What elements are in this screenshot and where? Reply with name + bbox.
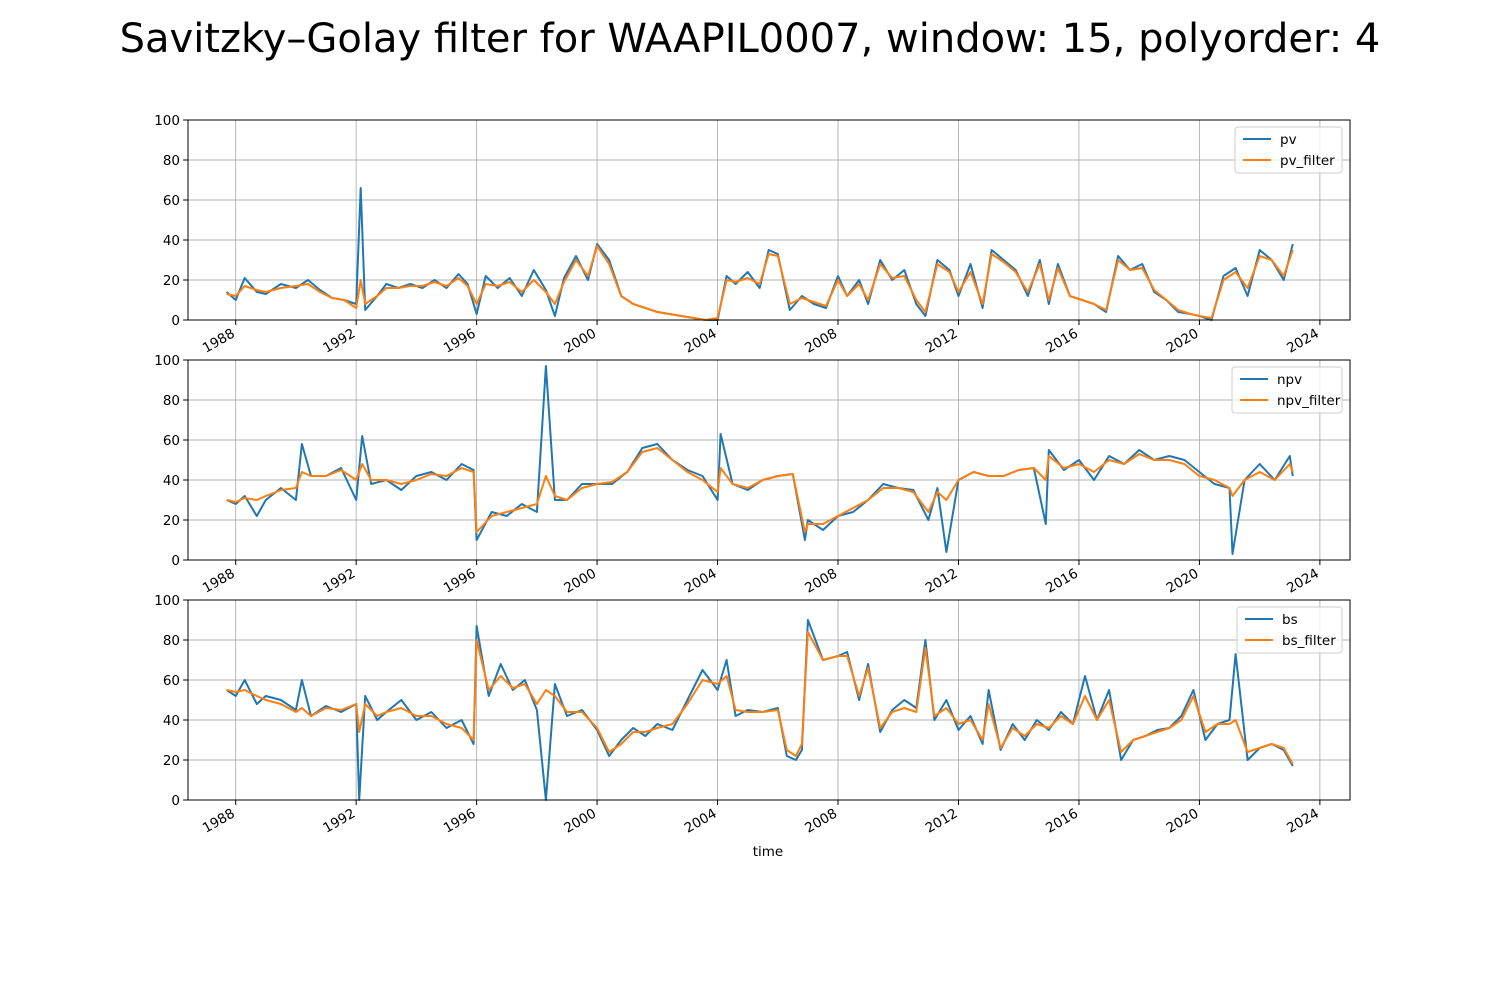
series-line-npv xyxy=(226,365,1294,555)
axes-frame xyxy=(187,599,1351,801)
y-tick-label: 60 xyxy=(163,193,180,209)
y-tick-label: 40 xyxy=(163,713,180,729)
axes-frame xyxy=(187,119,1351,321)
legend-label-npv: npv xyxy=(1277,372,1302,388)
series-line-npv-filter xyxy=(226,447,1294,533)
y-tick-label: 20 xyxy=(163,753,180,769)
y-tick-label: 20 xyxy=(163,273,180,289)
y-tick-label: 40 xyxy=(163,233,180,249)
y-tick-label: 80 xyxy=(163,393,180,409)
legend-label-bs: bs xyxy=(1282,612,1298,628)
y-tick-label: 80 xyxy=(163,153,180,169)
series-line-bs-filter xyxy=(226,631,1294,765)
y-tick-label: 80 xyxy=(163,633,180,649)
y-tick-label: 60 xyxy=(163,433,180,449)
legend-label-npv-filter: npv_filter xyxy=(1277,393,1341,409)
y-tick-label: 100 xyxy=(154,353,180,369)
legend: npv npv_filter xyxy=(1231,366,1343,414)
y-tick-label: 20 xyxy=(163,513,180,529)
figure-title: Savitzky–Golay filter for WAAPIL0007, wi… xyxy=(120,16,1381,62)
legend-label-pv-filter: pv_filter xyxy=(1280,153,1335,169)
y-tick-label: 0 xyxy=(171,553,180,569)
axes-frame xyxy=(187,359,1351,561)
legend-label-pv: pv xyxy=(1280,132,1297,148)
series-line-pv-filter xyxy=(226,245,1294,321)
x-axis-label: time xyxy=(753,844,784,860)
y-tick-label: 0 xyxy=(171,313,180,329)
legend-label-bs-filter: bs_filter xyxy=(1282,633,1336,649)
legend: bs bs_filter xyxy=(1236,606,1343,654)
legend: pv pv_filter xyxy=(1234,126,1343,174)
y-tick-label: 100 xyxy=(154,113,180,129)
y-tick-label: 40 xyxy=(163,473,180,489)
y-tick-label: 100 xyxy=(154,593,180,609)
y-tick-label: 0 xyxy=(171,793,180,809)
y-tick-label: 60 xyxy=(163,673,180,689)
